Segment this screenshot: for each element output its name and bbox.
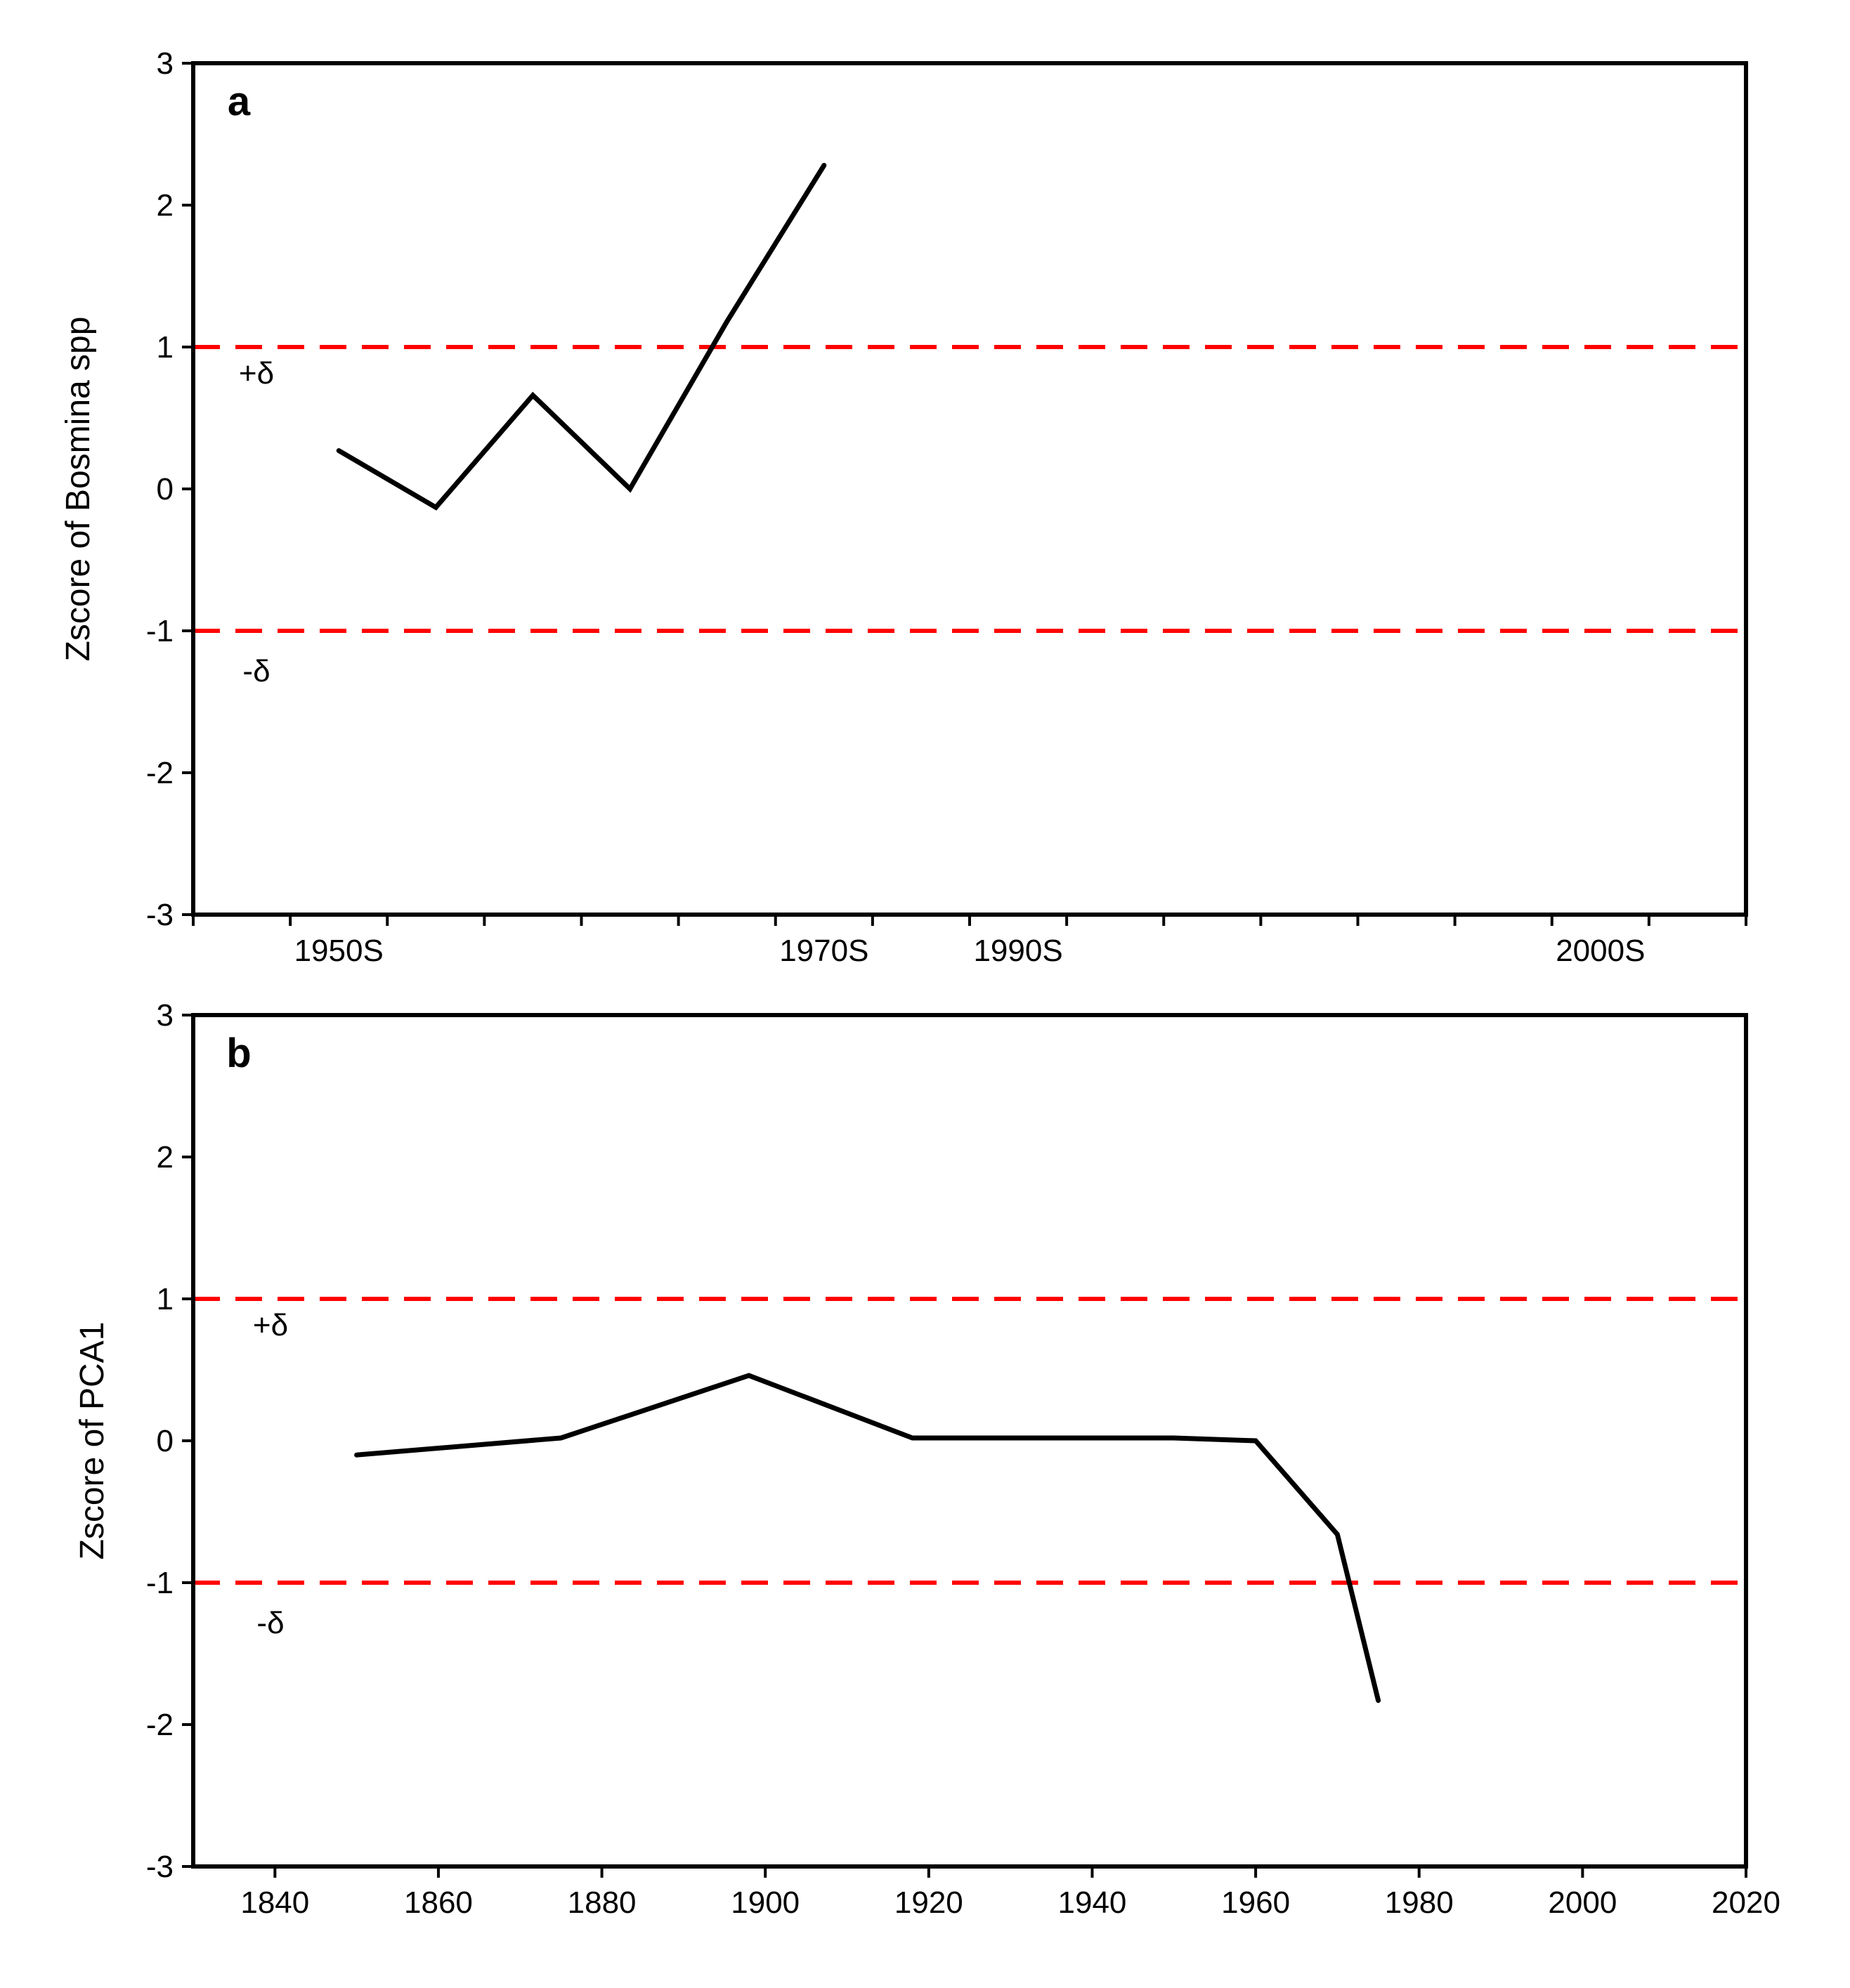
y-tick-label: 3	[157, 998, 174, 1033]
y-tick-label: -3	[146, 1850, 174, 1884]
x-tick-label: 1980	[1385, 1885, 1454, 1920]
y-tick-label: -2	[146, 1708, 174, 1742]
x-tick-label: 1860	[404, 1885, 473, 1920]
threshold-label-plus: +δ	[239, 356, 274, 391]
y-tick-label: 1	[157, 1282, 174, 1316]
panel-label: a	[228, 79, 251, 124]
x-tick-label: 1840	[240, 1885, 309, 1920]
x-tick-label: 2000	[1548, 1885, 1617, 1920]
y-tick-label: 2	[157, 188, 174, 223]
series-line-bosmina-spp	[336, 162, 827, 511]
y-axis-title: Zscore of Bosmina spp	[60, 317, 97, 662]
x-tick-label: 1900	[731, 1885, 800, 1920]
y-tick-label: 2	[157, 1140, 174, 1175]
y-tick-label: 0	[157, 1424, 174, 1458]
y-axis-title: Zscore of PCA1	[74, 1322, 111, 1560]
y-tick-label: 1	[157, 330, 174, 365]
x-tick-label: 1940	[1058, 1885, 1127, 1920]
x-tick-label: 2000S	[1556, 934, 1645, 968]
x-tick-label: 1880	[568, 1885, 637, 1920]
x-tick-label: 2020	[1712, 1885, 1780, 1920]
y-tick-label: -2	[146, 756, 174, 790]
threshold-label-minus: -δ	[242, 654, 270, 688]
x-tick-label: 1950S	[294, 934, 384, 968]
x-tick-label: 1920	[894, 1885, 963, 1920]
x-tick-label: 1960	[1221, 1885, 1290, 1920]
y-tick-label: 0	[157, 472, 174, 506]
y-tick-label: -1	[146, 1566, 174, 1600]
threshold-label-minus: -δ	[256, 1606, 284, 1640]
panel-b: +δ -δ 3 2 1 0 -1 -2 -3 1840 1860 1880 1900 1920 1940 19…	[74, 998, 1780, 1920]
y-tick-label: -3	[146, 898, 174, 932]
panel-label: b	[226, 1031, 251, 1076]
y-tick-label: -1	[146, 614, 174, 648]
plot-frame	[191, 61, 1748, 917]
x-tick-label: 1970S	[779, 934, 868, 968]
threshold-label-plus: +δ	[253, 1308, 288, 1342]
x-tick-label: 1990S	[973, 934, 1062, 968]
series-line-pca1	[354, 1373, 1381, 1703]
plot-frame	[191, 1013, 1748, 1869]
panel-a: +δ -δ 3 2 1 0 -1 -2 -3 1950S 1970S 1990S 2000S Zscore…	[60, 46, 1748, 968]
y-tick-label: 3	[157, 46, 174, 81]
